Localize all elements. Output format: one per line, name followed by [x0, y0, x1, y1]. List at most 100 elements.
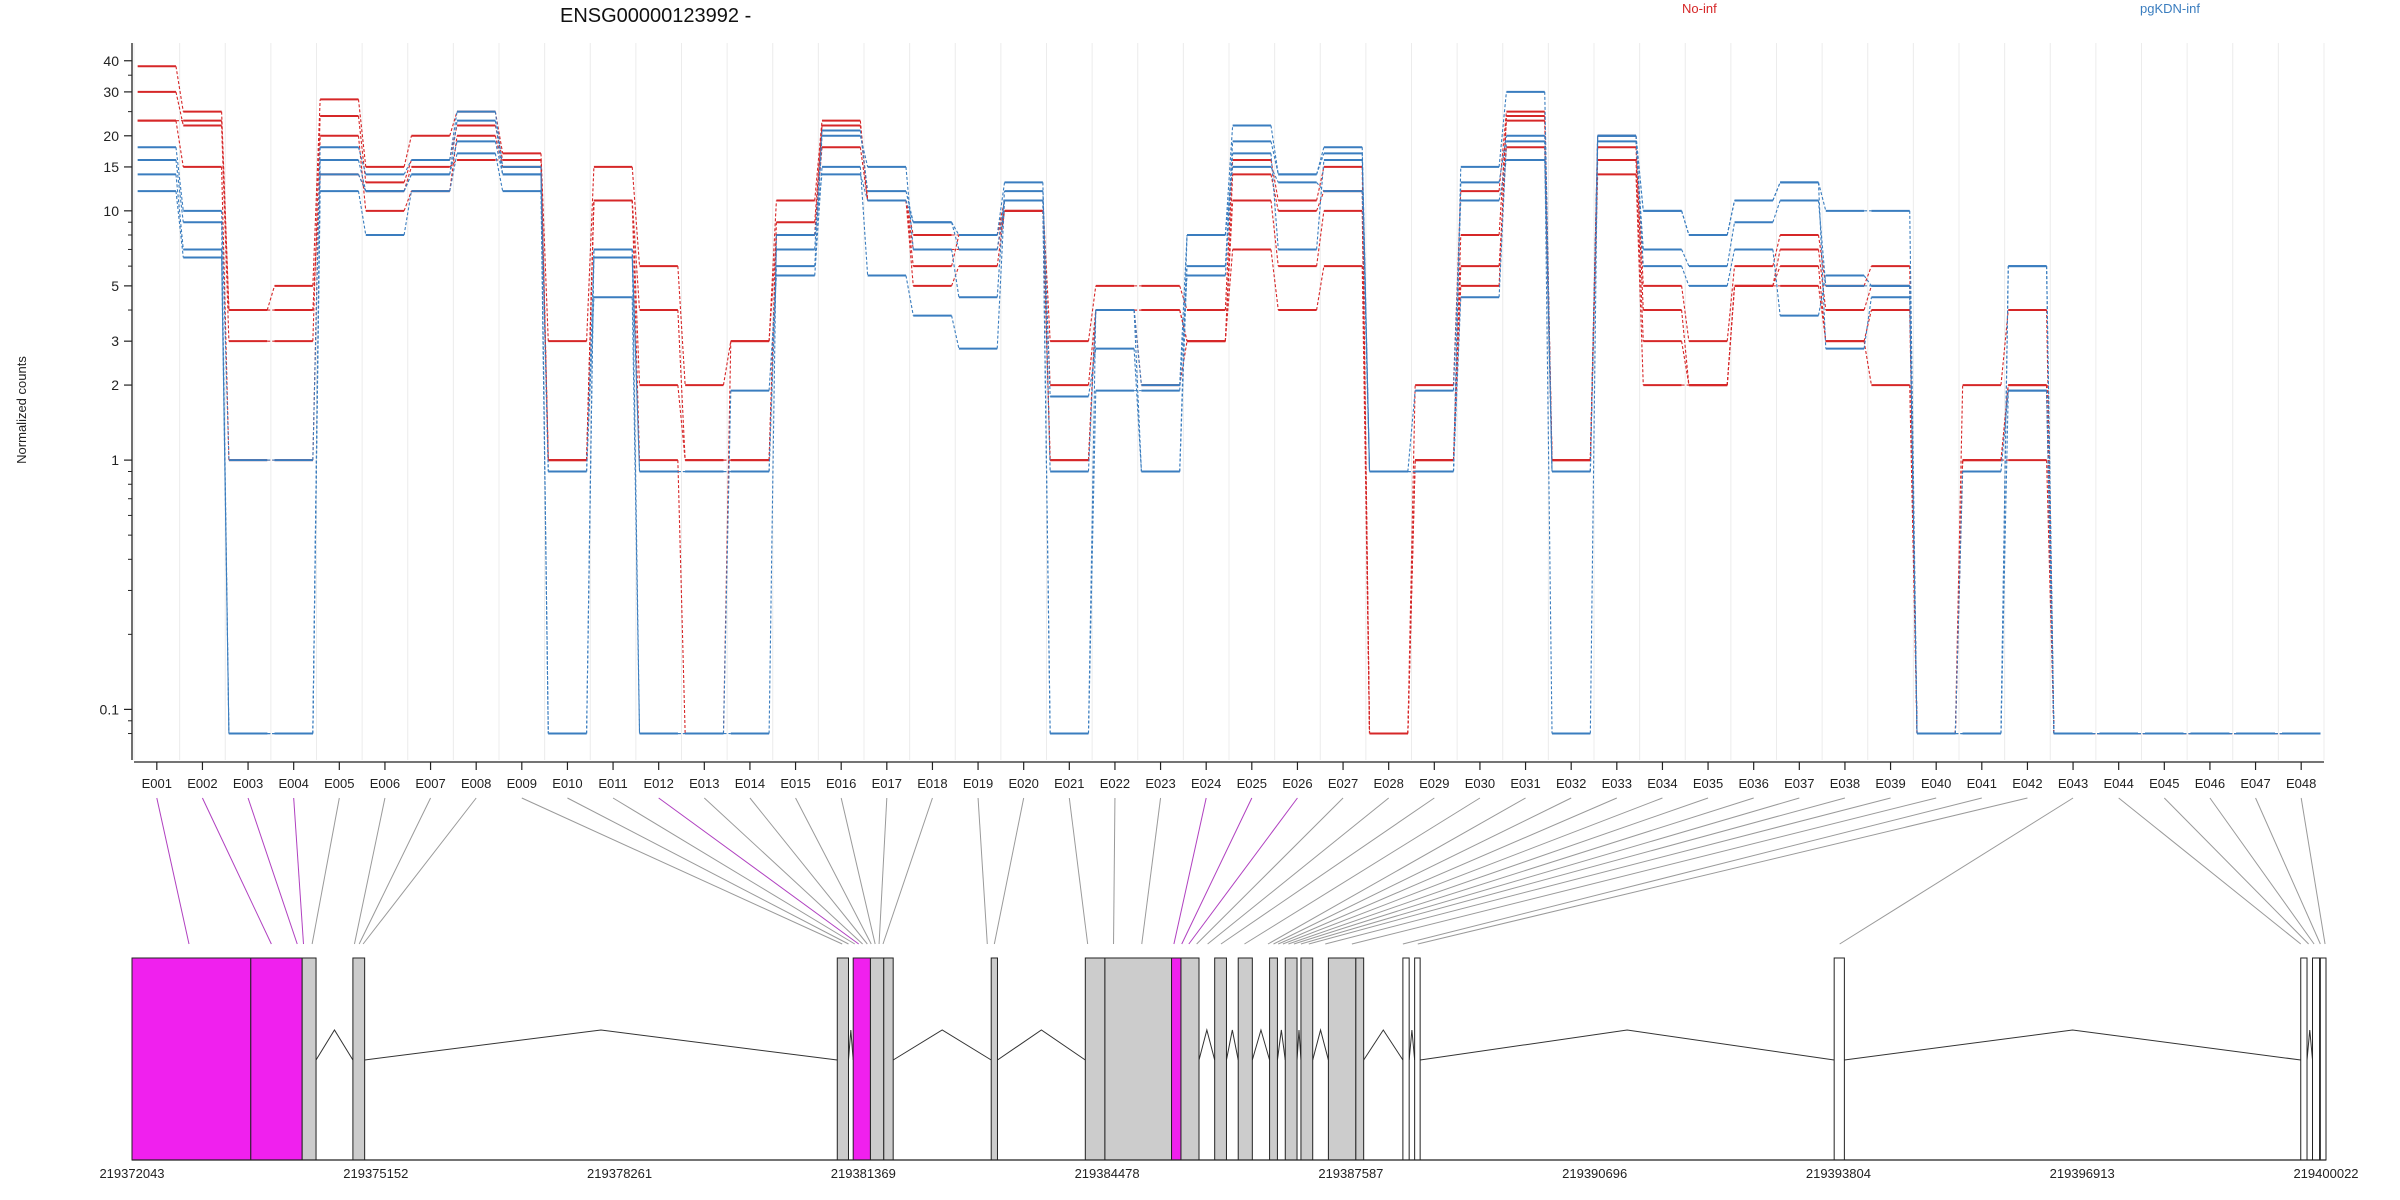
exon-link-lines	[156, 797, 2326, 945]
series-connector	[1316, 153, 1325, 175]
series-connector	[540, 191, 549, 734]
exon-link-line	[2118, 797, 2302, 945]
intron	[1296, 1029, 1302, 1061]
exon-link-line	[749, 797, 868, 945]
series-connector	[814, 135, 823, 267]
series-connector	[449, 111, 458, 136]
series-connector	[1316, 182, 1325, 192]
exon-block	[1171, 957, 1182, 1161]
series-connector	[1681, 285, 1690, 342]
series-connector	[1863, 285, 1872, 311]
series-connector	[1133, 309, 1142, 386]
x-tick-label: E040	[1921, 776, 1951, 791]
exon-block	[1104, 957, 1173, 1161]
x-tick-label: E046	[2195, 776, 2225, 791]
x-tick-label: E042	[2012, 776, 2042, 791]
exon-link-line	[1282, 797, 1663, 945]
series-connector	[951, 315, 960, 349]
coordinate-label: 219381369	[831, 1166, 896, 1181]
series-connector	[449, 153, 458, 192]
series-connector	[2000, 266, 2009, 734]
series-connector	[1635, 135, 1644, 267]
series-connector	[1681, 249, 1690, 267]
series-connector	[175, 91, 184, 126]
series-connector	[1270, 200, 1279, 267]
series-connector	[1863, 309, 1872, 342]
series-connector	[312, 191, 321, 734]
series-connector	[1224, 249, 1234, 342]
series-connector	[1726, 249, 1736, 286]
x-tick-label: E033	[1602, 776, 1632, 791]
series-connector	[1498, 91, 1507, 167]
series-connector	[221, 166, 230, 461]
exon-link-line	[1278, 797, 1618, 945]
coordinate-label: 219372043	[99, 1166, 164, 1181]
intron	[1276, 1029, 1286, 1061]
series-connector	[266, 285, 276, 311]
series-connector	[722, 341, 732, 386]
series-connector	[494, 153, 504, 192]
series-connector	[1361, 166, 1371, 734]
series-connector	[1772, 249, 1781, 316]
series-connector	[996, 182, 1006, 236]
series-connector	[540, 153, 549, 342]
exon-link-line	[1196, 797, 1344, 945]
exon-link-line	[1188, 797, 1298, 945]
x-tick-label: E027	[1328, 776, 1358, 791]
series-connector	[905, 200, 914, 250]
exon-link-line	[311, 797, 340, 945]
exon-block	[1084, 957, 1106, 1161]
vertical-grid	[133, 43, 2325, 760]
series-connector	[449, 141, 458, 175]
series-connector	[859, 147, 869, 201]
exon-link-line	[567, 797, 849, 945]
exon-link-line	[247, 797, 298, 945]
series-connector	[814, 125, 823, 223]
series-connector	[2000, 385, 2009, 461]
series-connector	[1452, 200, 1462, 391]
series-connector	[449, 120, 458, 175]
coordinate-label: 219378261	[587, 1166, 652, 1181]
x-tick-label: E020	[1009, 776, 1039, 791]
series-connector	[722, 390, 732, 734]
x-tick-label: E008	[461, 776, 491, 791]
series-connector	[1452, 297, 1462, 472]
series-connector	[1224, 200, 1234, 342]
coordinate-label: 219396913	[2050, 1166, 2115, 1181]
series-connector	[1681, 341, 1690, 386]
exon-block	[1414, 957, 1421, 1161]
series-connector	[1270, 249, 1279, 311]
series-connector	[859, 166, 869, 276]
x-tick-label: E018	[917, 776, 947, 791]
series-connector	[540, 174, 549, 472]
exon-block	[869, 957, 885, 1161]
coordinate-label: 219384478	[1075, 1166, 1140, 1181]
series-connector	[1042, 200, 1051, 342]
series-connector	[1179, 275, 1188, 391]
exon-link-line	[353, 797, 386, 945]
coordinate-label: 219390696	[1562, 1166, 1627, 1181]
series-connector	[1316, 190, 1325, 212]
exon-link-line	[358, 797, 432, 945]
series-connector	[1863, 297, 1872, 349]
x-tick-label: E028	[1374, 776, 1404, 791]
exon-link-line	[840, 797, 876, 945]
series-connector	[768, 200, 777, 342]
exon-link-line	[1300, 797, 1800, 945]
x-tick-label: E017	[872, 776, 902, 791]
exon-link-line	[612, 797, 856, 945]
exon-link-line	[293, 797, 304, 945]
series-connector	[1681, 210, 1690, 236]
x-tick-label: E010	[552, 776, 582, 791]
y-tick-label: 20	[103, 128, 119, 144]
series-connector	[586, 249, 595, 734]
exon-link-line	[2163, 797, 2309, 945]
series-connector	[1726, 200, 1736, 236]
series-connector	[631, 166, 641, 267]
series-connector	[1498, 141, 1507, 298]
series-connector	[677, 460, 686, 734]
genomic-coordinate-axis: 219372043 219375152 219378261 219381369 2193…	[99, 1159, 2359, 1181]
series-connector	[1954, 385, 1964, 734]
intron	[1363, 1029, 1404, 1061]
